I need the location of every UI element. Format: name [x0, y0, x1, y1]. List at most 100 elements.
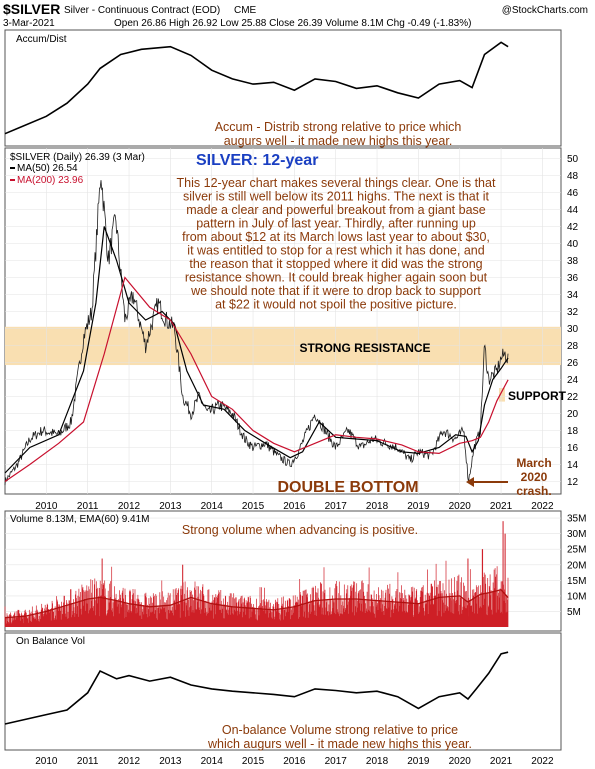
- price-y-tick-label: 18: [567, 426, 579, 437]
- ma50-line: [4, 226, 509, 474]
- bottom-x-tick-label: 2019: [407, 756, 430, 767]
- price-x-tick-label: 2018: [366, 501, 389, 512]
- price-annotation-line-10: at $22 it would not spoil the positive p…: [215, 298, 457, 312]
- volume-y-tick-label: 30M: [567, 529, 586, 540]
- volume-ema-layer: [4, 588, 509, 627]
- price-x-tick-label: 2022: [531, 501, 554, 512]
- volume-y-axis: 5M 10M 15M 20M 25M 30M 35M: [567, 514, 586, 618]
- ma200-line: [4, 276, 509, 482]
- price-y-tick-label: 26: [567, 358, 579, 369]
- volume-y-tick-label: 5M: [567, 607, 581, 618]
- price-y-tick-label: 40: [567, 239, 579, 250]
- bottom-x-tick-label: 2010: [35, 756, 58, 767]
- resistance-label: STRONG RESISTANCE: [299, 341, 430, 355]
- zone-support: [498, 388, 505, 402]
- bottom-x-tick-label: 2022: [531, 756, 554, 767]
- double-bottom-label: DOUBLE BOTTOM: [277, 479, 418, 496]
- accum-dist-title: Accum/Dist: [16, 34, 67, 45]
- price-annotation-line-8: resistance shown. It could break higher …: [185, 271, 488, 285]
- obv-panel: [4, 632, 562, 751]
- price-annotation-line-3: made a clear and powerful breakout from …: [186, 203, 486, 217]
- price-y-tick-label: 50: [567, 154, 579, 165]
- obv-annotation-line-2: which augurs well - it made new highs th…: [207, 737, 472, 751]
- bottom-x-tick-label: 2021: [490, 756, 513, 767]
- price-y-tick-label: 24: [567, 375, 579, 386]
- price-y-tick-label: 12: [567, 477, 579, 488]
- watermark: @StockCharts.com: [502, 5, 588, 16]
- contract-name: Silver - Continuous Contract (EOD): [64, 5, 220, 16]
- zone-layer: [5, 326, 561, 402]
- price-y-tick-label: 14: [567, 460, 579, 471]
- price-line: [4, 180, 509, 486]
- accum-dist-layer: [4, 41, 509, 135]
- price-x-tick-label: 2016: [283, 501, 306, 512]
- price-annotation-line-1: This 12-year chart makes several things …: [177, 176, 496, 190]
- volume-legend: Volume 8.13M, EMA(60) 9.41M: [10, 514, 150, 525]
- volume-annotation: Strong volume when advancing is positive…: [182, 523, 418, 537]
- obv-title: On Balance Vol: [16, 636, 85, 647]
- bottom-x-axis: 2010 2011 2012 2013 2014 2015 2016 2017 2018 2019…: [35, 756, 554, 767]
- ohlc-readout: Open 26.86 High 26.92 Low 25.88 Close 26…: [114, 18, 471, 29]
- accum-dist-annotation-line-1: Accum - Distrib strong relative to price…: [215, 120, 462, 134]
- volume-bars: [4, 521, 509, 627]
- price-x-tick-label: 2010: [35, 501, 58, 512]
- bottom-x-tick-label: 2012: [118, 756, 141, 767]
- price-y-tick-label: 38: [567, 256, 579, 267]
- accum-dist-annotation-line-2: augurs well - it made new highs this yea…: [224, 134, 453, 148]
- price-annotation-line-2: silver is still well below its 2011 high…: [183, 190, 489, 204]
- volume-y-tick-label: 20M: [567, 560, 586, 571]
- price-x-tick-label: 2021: [490, 501, 513, 512]
- march-crash-label-line-3: crash.: [516, 484, 551, 498]
- price-annotation-line-5: from about $12 at its March lows last ye…: [182, 230, 490, 244]
- bottom-x-tick-label: 2015: [242, 756, 265, 767]
- price-annotation-line-6: it was entitled to stop for a rest which…: [187, 244, 484, 258]
- zone-resistance: [5, 326, 561, 366]
- volume-y-tick-label: 10M: [567, 591, 586, 602]
- price-x-axis: 2010 2011 2012 2013 2014 2015 2016 2017 2018 2019…: [35, 501, 554, 512]
- march-crash-label-line-2: 2020: [521, 470, 548, 484]
- obv-line: [4, 651, 509, 725]
- price-y-tick-label: 32: [567, 307, 579, 318]
- volume-bars-path: [4, 521, 509, 627]
- volume-y-tick-label: 35M: [567, 514, 586, 525]
- price-title: SILVER: 12-year: [196, 152, 318, 169]
- price-series-layer: [4, 180, 509, 486]
- bottom-x-tick-label: 2011: [77, 756, 99, 767]
- bottom-x-tick-label: 2020: [449, 756, 472, 767]
- price-annotation-line-9: we should note that if it were to drop b…: [190, 284, 481, 298]
- exchange-label: CME: [234, 5, 257, 16]
- accum-dist-panel: [4, 29, 562, 147]
- price-x-tick-label: 2019: [407, 501, 430, 512]
- price-y-tick-label: 16: [567, 443, 579, 454]
- obv-layer: [4, 651, 509, 725]
- price-y-tick-label: 28: [567, 341, 579, 352]
- price-x-tick-label: 2013: [159, 501, 182, 512]
- volume-ema-line: [4, 588, 509, 619]
- price-x-tick-label: 2017: [325, 501, 348, 512]
- price-x-tick-label: 2015: [242, 501, 265, 512]
- accum-dist-line: [4, 41, 509, 135]
- bottom-x-tick-label: 2016: [283, 756, 306, 767]
- price-y-tick-label: 20: [567, 409, 579, 420]
- volume-y-tick-label: 15M: [567, 576, 586, 587]
- volume-ema-fill: [5, 589, 509, 627]
- price-y-tick-label: 36: [567, 273, 579, 284]
- price-y-tick-label: 42: [567, 222, 579, 233]
- bottom-x-tick-label: 2013: [159, 756, 182, 767]
- price-y-tick-label: 34: [567, 290, 579, 301]
- price-x-tick-label: 2014: [201, 501, 224, 512]
- price-y-tick-label: 46: [567, 188, 579, 199]
- symbol-label: $SILVER: [3, 1, 60, 17]
- ma50-legend: MA(50) 26.54: [17, 163, 78, 174]
- march-crash-arrow: [466, 477, 508, 487]
- price-annotation-line-7: the reason that it stopped where it did …: [189, 257, 482, 271]
- price-y-tick-label: 22: [567, 392, 579, 403]
- price-annotation-line-4: pattern in July of last year. Thirdly, a…: [196, 217, 476, 231]
- price-y-tick-label: 48: [567, 171, 579, 182]
- bottom-x-tick-label: 2017: [325, 756, 348, 767]
- obv-annotation-line-1: On-balance Volume strong relative to pri…: [222, 723, 458, 737]
- price-y-axis: 12 14 16 18 20 22 24 26 28 30 32 34 36 38 40 42 44 46 48 50: [567, 154, 579, 488]
- price-y-tick-label: 44: [567, 205, 579, 216]
- price-legend: $SILVER (Daily) 26.39 (3 Mar): [10, 152, 145, 163]
